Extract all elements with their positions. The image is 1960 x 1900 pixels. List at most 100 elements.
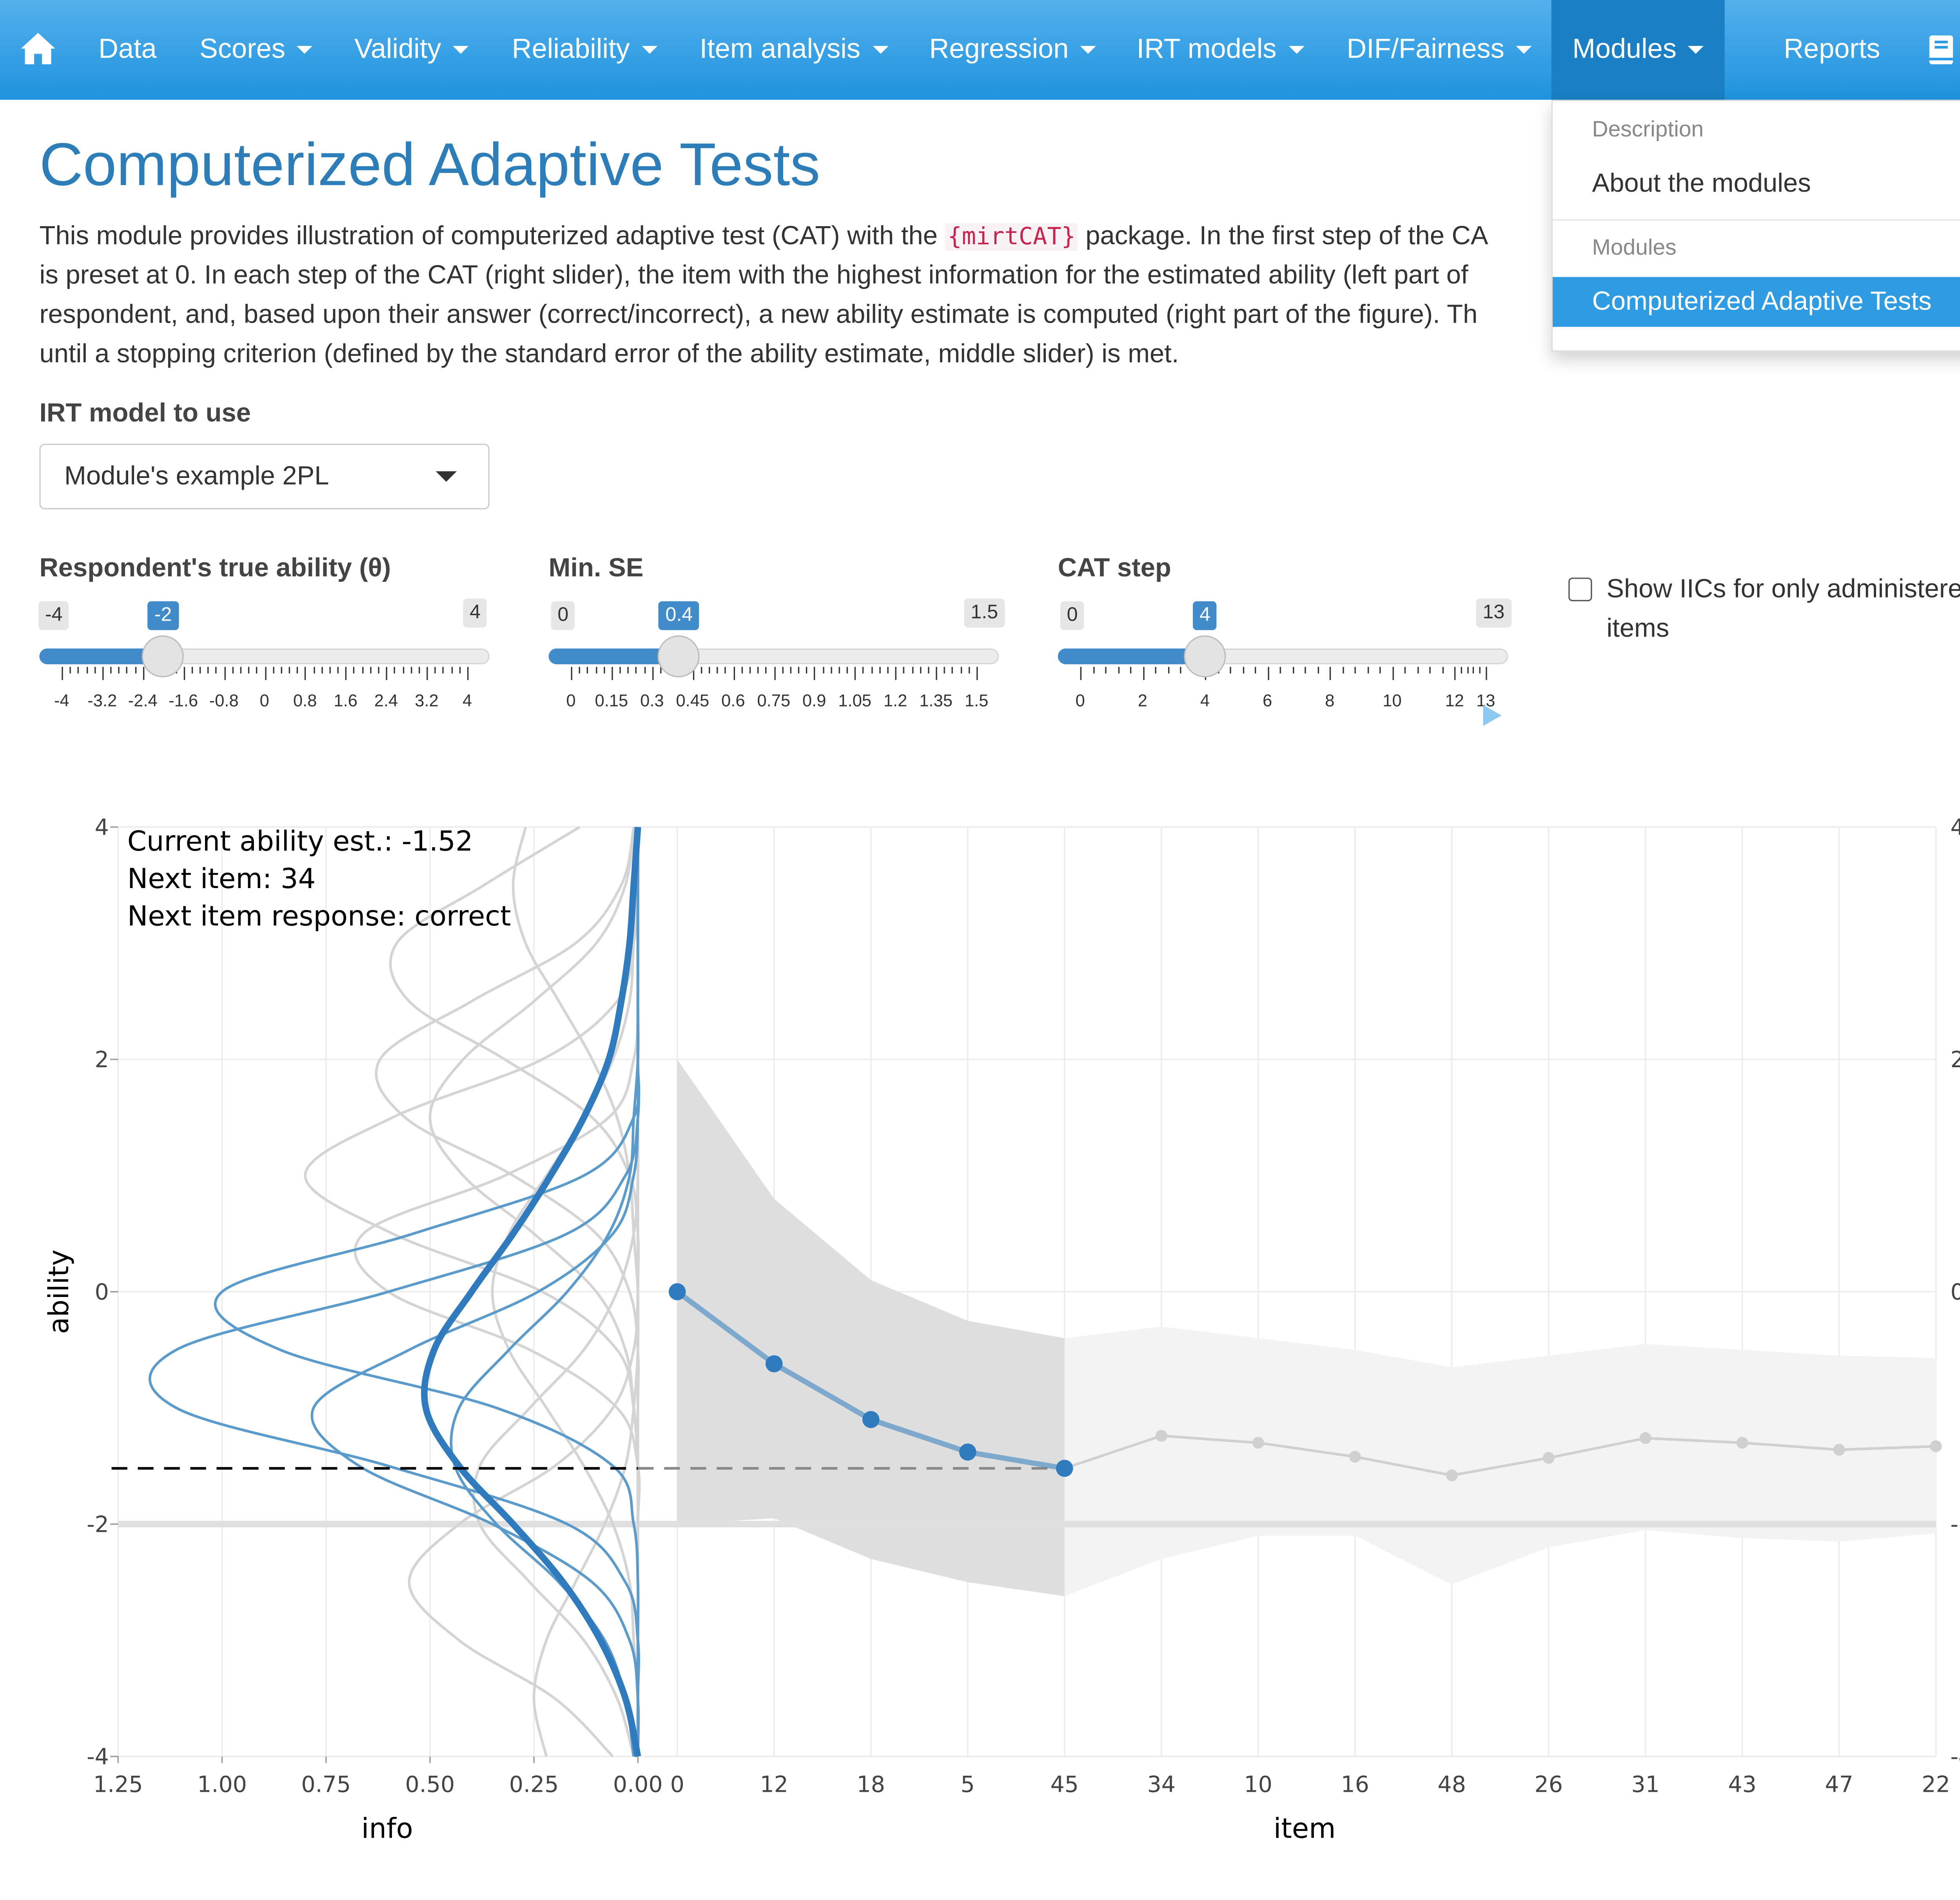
nav-item[interactable]: Regression: [929, 0, 1096, 100]
slider-label: Respondent's true ability (θ): [39, 554, 391, 583]
nav-item[interactable]: Modules: [1572, 0, 1704, 100]
min-badge: 0: [1060, 601, 1085, 630]
minor-tick: [1279, 667, 1281, 674]
se-band-future: [1064, 1326, 1936, 1596]
minor-tick: [863, 667, 864, 674]
slider-tick-label: -0.8: [209, 690, 239, 710]
se-band: [677, 1059, 1065, 1596]
slider-tick-label: 6: [1262, 690, 1272, 710]
estimate-point: [862, 1411, 880, 1428]
minor-tick: [635, 667, 637, 674]
minor-tick: [1305, 667, 1306, 674]
slider-tick-label: 10: [1383, 690, 1402, 710]
minor-tick: [248, 667, 250, 674]
slider-handle[interactable]: [142, 635, 184, 678]
menu-item[interactable]: Computerized Adaptive Tests: [1552, 277, 1960, 327]
menu-item[interactable]: About the modules: [1592, 169, 1811, 198]
minor-tick: [830, 667, 832, 674]
minor-tick: [822, 667, 824, 674]
nav-item[interactable]: Scores: [200, 0, 313, 100]
nav-item[interactable]: DIF/Fairness: [1347, 0, 1532, 100]
minor-tick: [216, 667, 217, 674]
minor-tick: [1118, 667, 1119, 674]
slider-tick-label: 0.15: [595, 690, 628, 710]
x-tick-label: 5: [961, 1771, 975, 1797]
page-title: Computerized Adaptive Tests: [39, 130, 820, 198]
slider-tick: [1392, 667, 1394, 680]
minor-tick: [1473, 667, 1475, 674]
minor-tick: [289, 667, 290, 674]
max-badge: 1.5: [964, 598, 1005, 628]
caret: [1080, 46, 1096, 54]
minor-tick: [757, 667, 759, 674]
annotation: Current ability est.: -1.52: [127, 825, 473, 857]
minor-tick: [1167, 667, 1169, 674]
minor-tick: [927, 667, 929, 674]
nav-item[interactable]: Validity: [354, 0, 469, 100]
minor-tick: [329, 667, 331, 674]
future-point: [1543, 1452, 1555, 1464]
slider-tick: [62, 667, 63, 680]
minor-tick: [595, 667, 597, 674]
slider-tick: [1080, 667, 1082, 680]
slider-tick-label: -1.6: [169, 690, 198, 710]
x-tick-label: 10: [1244, 1771, 1272, 1797]
book-icon[interactable]: [1928, 34, 1955, 65]
slider-tick: [936, 667, 937, 680]
nav-item[interactable]: Reports: [1784, 0, 1880, 100]
nav-item[interactable]: Reliability: [512, 0, 658, 100]
minor-tick: [628, 667, 629, 674]
minor-tick: [110, 667, 112, 674]
minor-tick: [232, 667, 234, 674]
nav-item[interactable]: Item analysis: [700, 0, 888, 100]
model-select[interactable]: Module's example 2PL: [39, 443, 490, 510]
minor-tick: [806, 667, 808, 674]
minor-tick: [944, 667, 946, 674]
y-axis-title: ability: [43, 1250, 75, 1334]
y-tick-label: -2: [87, 1511, 109, 1537]
nav-item[interactable]: IRT models: [1137, 0, 1304, 100]
slider-tick: [733, 667, 735, 680]
minor-tick: [70, 667, 71, 674]
minor-tick: [911, 667, 913, 674]
y2-tick-label: 4: [1950, 814, 1960, 840]
slider-handle[interactable]: [1184, 635, 1226, 678]
y2-tick-label: -4: [1950, 1744, 1960, 1770]
slider-tick-label: 0.45: [676, 690, 710, 710]
minor-tick: [619, 667, 621, 674]
slider-tick-label: 2: [1138, 690, 1147, 710]
home-icon[interactable]: [20, 31, 56, 65]
checkbox-label[interactable]: Show IICs for only administered items: [1606, 575, 1960, 643]
menu-header: Modules: [1592, 235, 1677, 260]
slider-tick-label: 0: [260, 690, 269, 710]
nav-label: Data: [98, 34, 157, 65]
x-tick-label: 22: [1922, 1771, 1950, 1797]
x-tick-label: 1.00: [197, 1771, 247, 1797]
nav-label: Regression: [929, 34, 1069, 65]
checkbox[interactable]: [1568, 578, 1592, 601]
slider-handle[interactable]: [658, 635, 700, 678]
play-button[interactable]: [1483, 705, 1502, 726]
minor-tick: [207, 667, 209, 674]
slider-tick-label: 12: [1445, 690, 1464, 710]
minor-tick: [272, 667, 274, 674]
caret: [641, 46, 658, 54]
select-label: IRT model to use: [39, 399, 251, 428]
minor-tick: [903, 667, 905, 674]
minor-tick: [1442, 667, 1444, 674]
minor-tick: [920, 667, 921, 674]
x-tick-label: 34: [1147, 1771, 1175, 1797]
minor-tick: [126, 667, 128, 674]
slider-tick-label: 1.35: [919, 690, 953, 710]
nav-item[interactable]: Data: [98, 0, 157, 100]
future-point: [1252, 1437, 1264, 1449]
minor-tick: [1105, 667, 1107, 674]
future-point: [1446, 1469, 1458, 1481]
future-point: [1349, 1451, 1361, 1463]
slider-tick: [976, 667, 978, 680]
slider-tick: [855, 667, 857, 680]
minor-tick: [256, 667, 258, 674]
slider-tick-label: 2.4: [374, 690, 398, 710]
slider-tick: [1330, 667, 1331, 680]
